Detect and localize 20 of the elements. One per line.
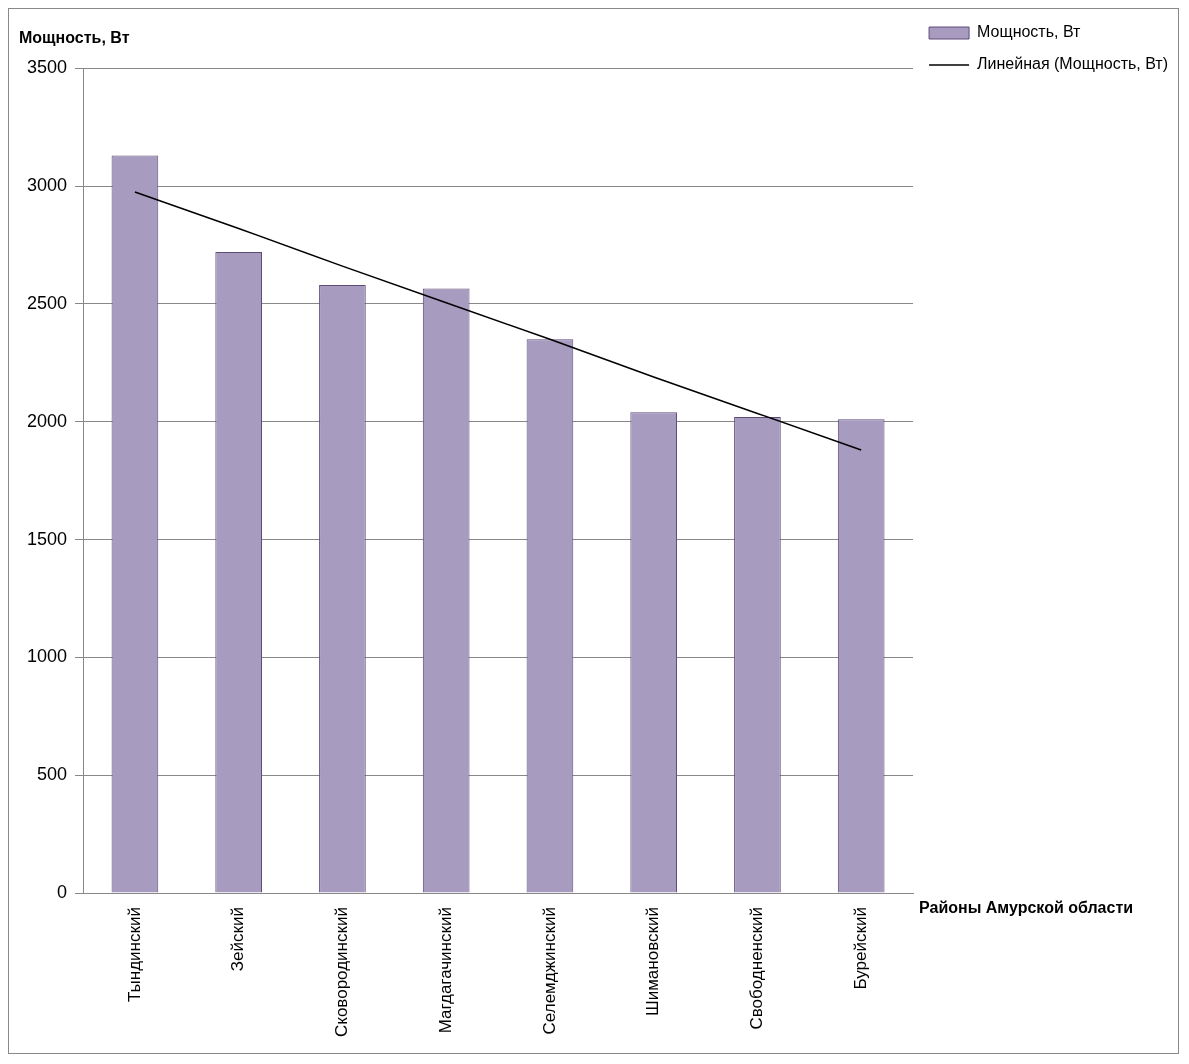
x-tick-label: Сковородинский <box>332 907 352 1038</box>
x-tick-label: Селемджинский <box>539 907 559 1035</box>
y-tick-label: 1500 <box>27 528 68 549</box>
y-axis-title: Мощность, Вт <box>19 29 130 47</box>
legend-label: Линейная (Мощность, Вт) <box>977 55 1168 73</box>
x-axis-title: Районы Амурской области <box>919 899 1134 917</box>
y-tick-label: 2500 <box>27 292 68 313</box>
x-tick-label: Зейский <box>228 907 248 972</box>
x-tick-label: Бурейский <box>850 907 870 990</box>
y-tick-label: 500 <box>37 764 68 785</box>
legend-label: Мощность, Вт <box>977 23 1082 41</box>
x-tick-label: Тындинский <box>124 907 144 1003</box>
y-tick-label: 2000 <box>27 410 68 431</box>
x-tick-label: Магдагачинский <box>435 907 455 1034</box>
y-tick-label: 3000 <box>27 175 68 196</box>
x-tick-label: Свободненский <box>747 907 767 1030</box>
y-tick-label: 3500 <box>27 57 68 78</box>
y-tick-label: 0 <box>57 882 68 903</box>
x-tick-label: Шимановский <box>643 907 663 1016</box>
y-tick-label: 1000 <box>27 646 68 667</box>
